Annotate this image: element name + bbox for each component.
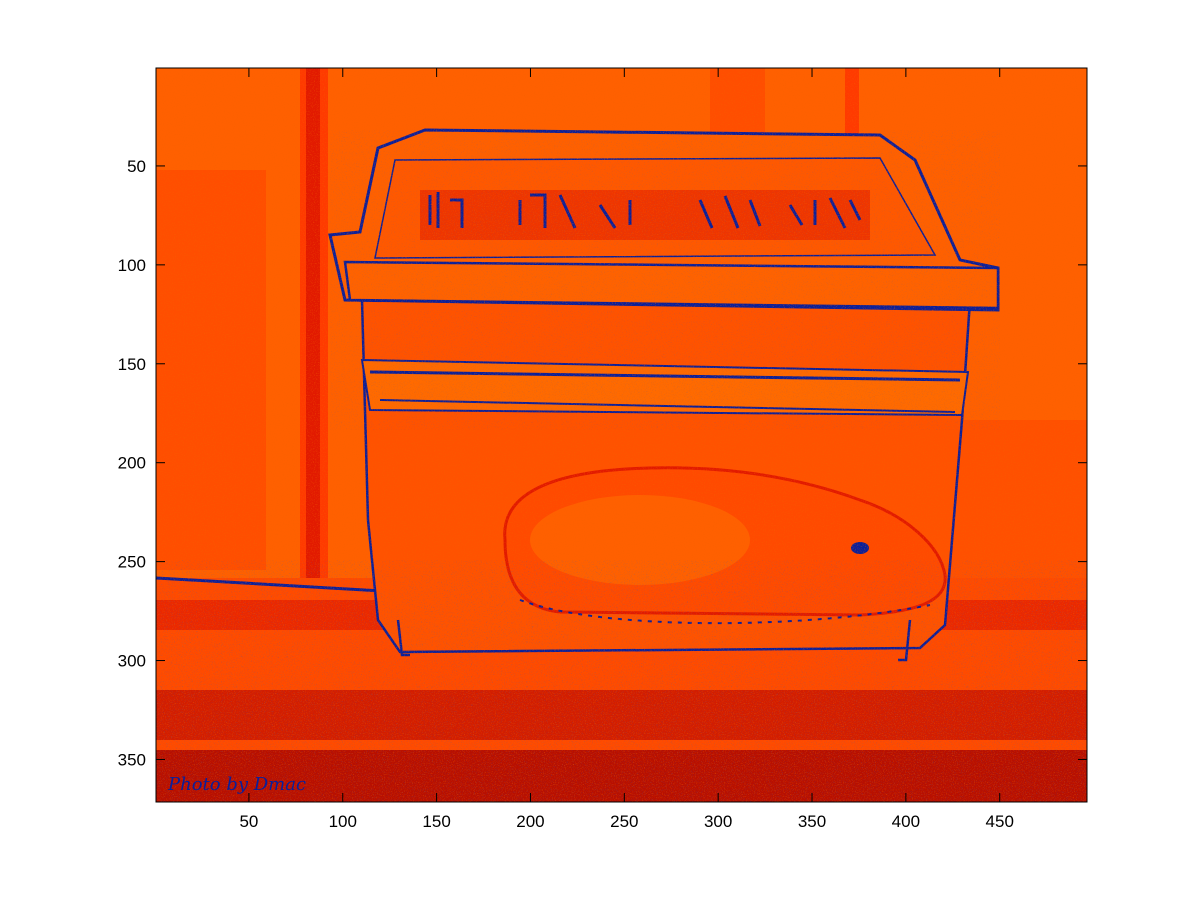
image-plot: Photo by Dmac	[156, 68, 1087, 802]
x-tick-label: 400	[892, 812, 920, 831]
x-tick-label: 100	[329, 812, 357, 831]
axes-frame	[155, 67, 1088, 803]
blue-speckle-overlay	[156, 560, 1087, 802]
y-tick-label: 350	[118, 750, 146, 769]
x-tick-label: 450	[986, 812, 1014, 831]
blue-speckle-overlay-cage	[330, 130, 1000, 430]
x-axis: 50 100 150 200 250 300 350 400 450	[239, 68, 1014, 831]
x-tick-label: 150	[422, 812, 450, 831]
watermark-text: Photo by Dmac	[167, 774, 306, 795]
x-tick-label: 50	[239, 812, 258, 831]
x-tick-label: 250	[610, 812, 638, 831]
y-tick-label: 200	[118, 454, 146, 473]
x-tick-label: 200	[516, 812, 544, 831]
y-tick-label: 50	[127, 157, 146, 176]
x-tick-label: 350	[798, 812, 826, 831]
y-tick-label: 100	[118, 256, 146, 275]
y-axis: 50 100 150 200 250 300 350	[118, 157, 1087, 769]
y-tick-label: 300	[118, 652, 146, 671]
y-tick-label: 250	[118, 553, 146, 572]
y-tick-label: 150	[118, 355, 146, 374]
x-tick-label: 300	[704, 812, 732, 831]
